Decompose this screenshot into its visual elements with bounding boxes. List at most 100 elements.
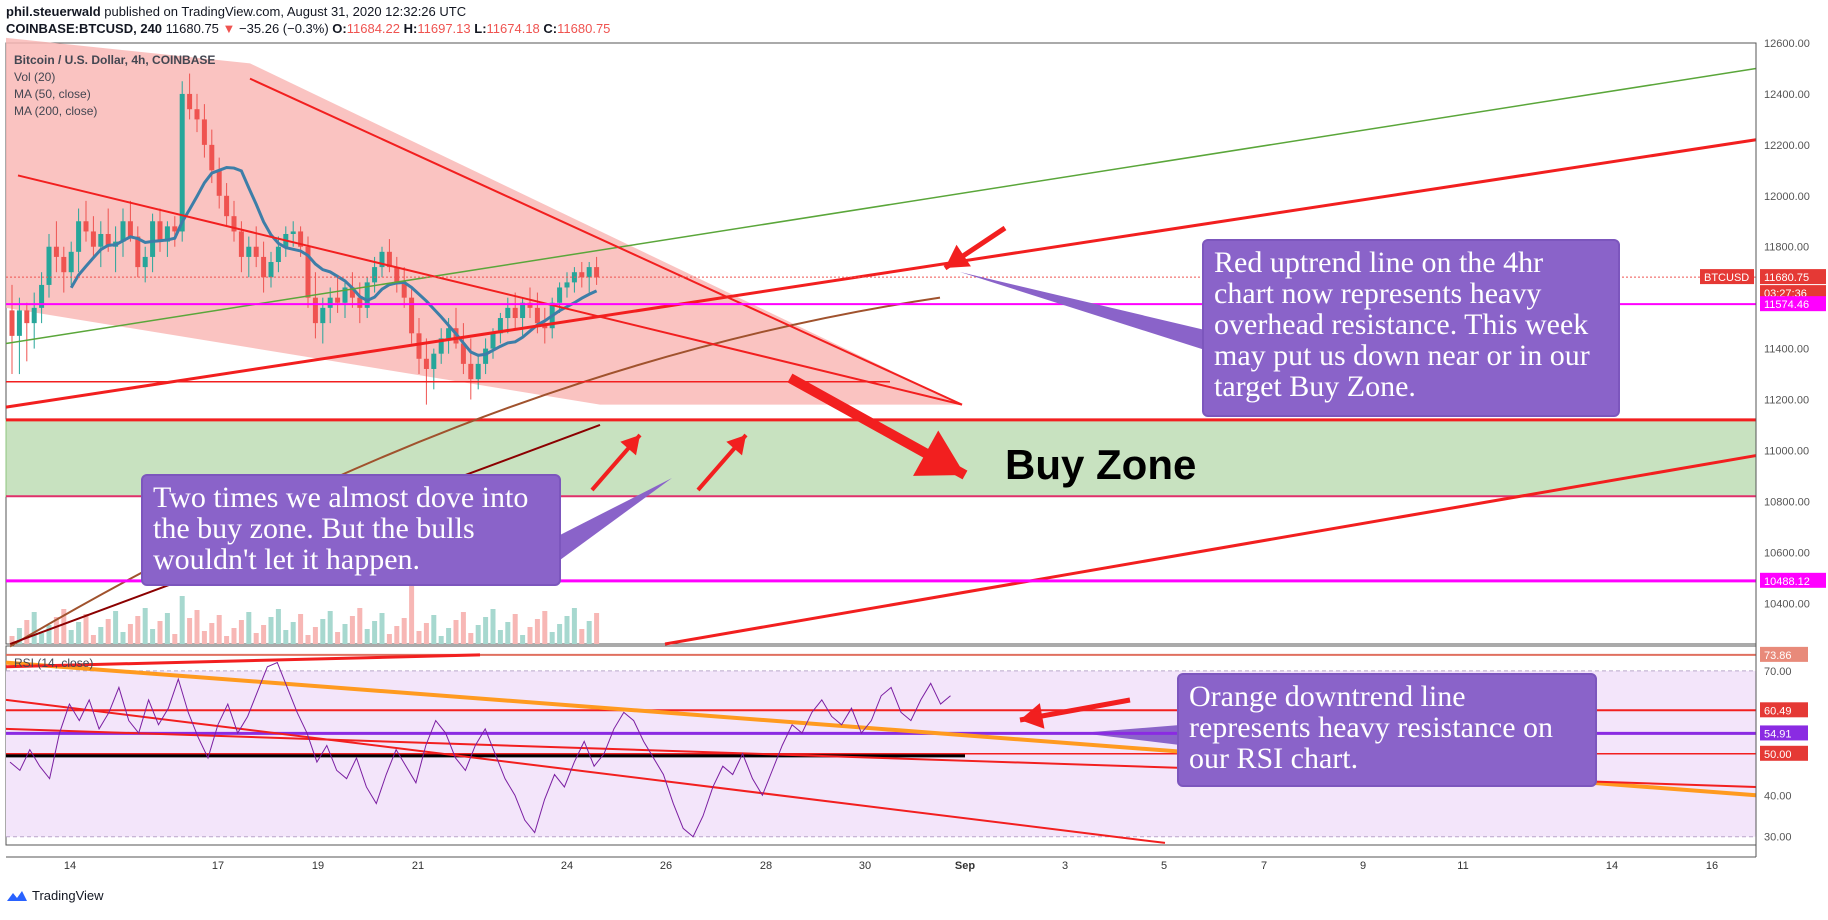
candle-body bbox=[394, 267, 400, 283]
open-value: 11684.22 bbox=[346, 21, 401, 36]
red-uptrend-line bbox=[5, 138, 1757, 409]
candle-body bbox=[364, 282, 370, 308]
volume-bar bbox=[423, 623, 429, 644]
high-value: 11697.13 bbox=[417, 21, 471, 36]
volume-bar bbox=[253, 633, 259, 644]
volume-bar bbox=[194, 610, 200, 644]
candle-body bbox=[335, 297, 341, 303]
candle-body bbox=[497, 318, 503, 334]
rsi-tick-label: 30.00 bbox=[1764, 832, 1792, 844]
volume-bar bbox=[46, 625, 52, 644]
tradingview-logo-icon bbox=[7, 890, 27, 901]
volume-bar bbox=[246, 612, 252, 644]
candle-body bbox=[505, 307, 511, 319]
rsi-note: Orange downtrend line represents heavy r… bbox=[1177, 673, 1597, 787]
candle-body bbox=[475, 363, 481, 380]
volume-bar bbox=[557, 624, 563, 644]
volume-bar bbox=[231, 628, 237, 644]
rsi-level-label: 73.86 bbox=[1764, 650, 1792, 662]
volume-bar bbox=[120, 632, 126, 644]
x-tick-label: 28 bbox=[760, 860, 772, 872]
candle-body bbox=[209, 144, 215, 171]
falling-channel bbox=[6, 37, 962, 405]
x-tick-label: 14 bbox=[1606, 860, 1618, 872]
candle-body bbox=[401, 282, 407, 298]
candle-body bbox=[68, 251, 74, 273]
y-tick-label: 11000.00 bbox=[1764, 445, 1809, 457]
volume-bar bbox=[31, 612, 37, 644]
volume-bar bbox=[268, 617, 274, 644]
volume-bar bbox=[9, 636, 15, 644]
volume-bar bbox=[549, 632, 555, 644]
candle-body bbox=[201, 119, 207, 145]
x-tick-label: 11 bbox=[1457, 860, 1468, 872]
green-trendline bbox=[5, 67, 1757, 345]
candle-body bbox=[76, 221, 82, 252]
chart-legend: Bitcoin / U.S. Dollar, 4h, COINBASE Vol … bbox=[14, 52, 215, 120]
legend-ma50: MA (50, close) bbox=[14, 87, 91, 101]
volume-bar bbox=[172, 634, 178, 644]
candle-body bbox=[187, 93, 193, 110]
price-change: −35.26 (−0.3%) bbox=[239, 21, 329, 36]
candle-body bbox=[483, 348, 489, 364]
volume-bar bbox=[364, 629, 370, 644]
price-label-box bbox=[1700, 269, 1754, 285]
resistance-note-pointer bbox=[960, 272, 1205, 350]
candle-body bbox=[46, 246, 52, 285]
volume-bar bbox=[512, 614, 518, 644]
x-tick-label: Sep bbox=[955, 860, 975, 872]
volume-bar bbox=[39, 633, 45, 644]
candle-body bbox=[53, 246, 59, 257]
volume-bar bbox=[238, 620, 244, 644]
dove-arrow-2-head bbox=[726, 435, 746, 456]
volume-bar bbox=[497, 630, 503, 644]
candle-body bbox=[16, 310, 22, 336]
tradingview-brand[interactable]: TradingView bbox=[6, 888, 104, 903]
candle-body bbox=[127, 221, 133, 237]
ma50-line bbox=[69, 165, 598, 357]
symbol: COINBASE:BTCUSD, 240 bbox=[6, 21, 163, 36]
volume-bar bbox=[68, 630, 74, 644]
volume-bar bbox=[76, 622, 82, 644]
x-tick-label: 3 bbox=[1062, 860, 1068, 872]
volume-bar bbox=[483, 617, 489, 644]
candle-body bbox=[83, 221, 89, 232]
volume-bar bbox=[224, 636, 230, 644]
rsi-level-box bbox=[1760, 745, 1808, 761]
x-tick-label: 26 bbox=[660, 860, 672, 872]
volume-bar bbox=[90, 635, 96, 644]
volume-bar bbox=[594, 613, 600, 644]
volume-bar bbox=[53, 617, 59, 644]
rsi-tick-label: 70.00 bbox=[1764, 666, 1792, 678]
candle-body bbox=[172, 226, 178, 232]
volume-bar bbox=[83, 614, 89, 644]
candle-body bbox=[557, 287, 563, 303]
candle-body bbox=[298, 231, 304, 247]
candle-body bbox=[142, 256, 148, 268]
candle-body bbox=[150, 221, 156, 257]
low-value: 11674.18 bbox=[486, 21, 540, 36]
candle-body bbox=[105, 233, 111, 247]
candle-body bbox=[372, 267, 378, 283]
price-label: 11680.75 bbox=[1764, 272, 1809, 284]
low-label: L: bbox=[474, 21, 487, 36]
volume-bar bbox=[105, 619, 111, 644]
volume-bar bbox=[579, 629, 585, 644]
candle-body bbox=[98, 233, 104, 247]
legend-ma200: MA (200, close) bbox=[14, 104, 98, 118]
rsi-red-line-c bbox=[5, 653, 481, 669]
x-tick-label: 7 bbox=[1261, 860, 1267, 872]
rsi-red-line-b bbox=[5, 698, 1166, 844]
candle-body bbox=[520, 302, 526, 319]
legend-title: Bitcoin / U.S. Dollar, 4h, COINBASE bbox=[14, 53, 216, 67]
candle-body bbox=[320, 307, 326, 324]
candle-body bbox=[512, 307, 518, 319]
price-label-box bbox=[1760, 572, 1826, 588]
candle-body bbox=[468, 363, 474, 380]
volume-bar bbox=[357, 608, 363, 644]
volume-bar bbox=[150, 629, 156, 644]
x-tick-label: 30 bbox=[859, 860, 871, 872]
resistance-arrow-head bbox=[945, 244, 971, 268]
y-tick-label: 11800.00 bbox=[1764, 242, 1809, 254]
volume-bar bbox=[216, 615, 222, 644]
